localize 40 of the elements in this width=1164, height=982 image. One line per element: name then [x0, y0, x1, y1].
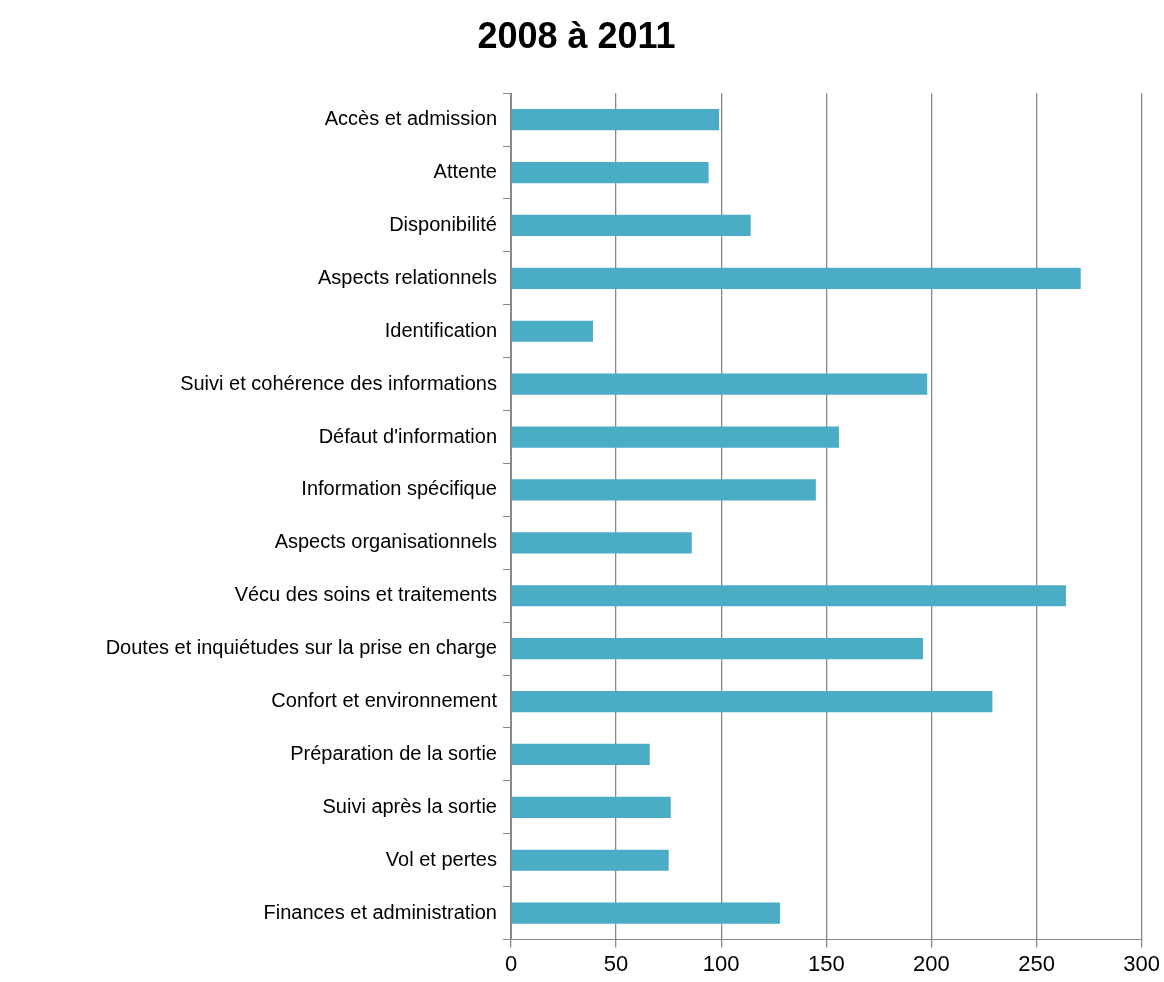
bar [511, 320, 593, 342]
y-tick-label: Aspects organisationnels [274, 530, 497, 553]
x-tick-label: 250 [1018, 950, 1055, 976]
y-tick-label: Défaut d'information [318, 424, 497, 447]
bar [511, 109, 720, 131]
y-tick-label: Information spécifique [301, 477, 497, 500]
y-tick-label: Vécu des soins et traitements [234, 583, 497, 606]
y-tick-label: Aspects relationnels [318, 265, 497, 288]
bar [511, 532, 692, 554]
y-tick-label: Attente [433, 160, 497, 183]
x-tick-label: 150 [807, 950, 845, 976]
bar [511, 638, 924, 660]
bar [511, 426, 839, 448]
y-tick-label: Vol et pertes [385, 847, 497, 870]
bar [511, 849, 669, 871]
bar [511, 690, 993, 713]
bar [511, 373, 928, 395]
bar [511, 267, 1081, 289]
y-tick-label: Préparation de la sortie [290, 741, 497, 764]
x-tick-label: 50 [603, 950, 629, 976]
bar [511, 214, 751, 237]
bar [511, 902, 781, 924]
x-tick-label: 100 [702, 950, 740, 976]
y-tick-label: Finances et administration [263, 900, 497, 923]
chart-title: 2008 à 2011 [477, 14, 676, 56]
y-tick-label: Suivi après la sortie [322, 794, 497, 817]
x-tick-label: 200 [913, 950, 950, 976]
y-tick-label: Identification [384, 318, 497, 341]
y-tick-label: Suivi et cohérence des informations [180, 371, 497, 394]
bar [511, 161, 709, 184]
x-tick-label: 300 [1123, 950, 1161, 976]
y-tick-label: Disponibilité [389, 212, 497, 235]
y-tick-label: Doutes et inquiétudes sur la prise en charge [105, 636, 497, 659]
bar [511, 796, 671, 818]
y-tick-label: Accès et admission [324, 107, 497, 130]
bar [511, 743, 650, 766]
bar [511, 585, 1066, 607]
x-tick-label: 0 [504, 950, 518, 976]
y-tick-label: Confort et environnement [271, 689, 498, 712]
bar [511, 479, 816, 501]
